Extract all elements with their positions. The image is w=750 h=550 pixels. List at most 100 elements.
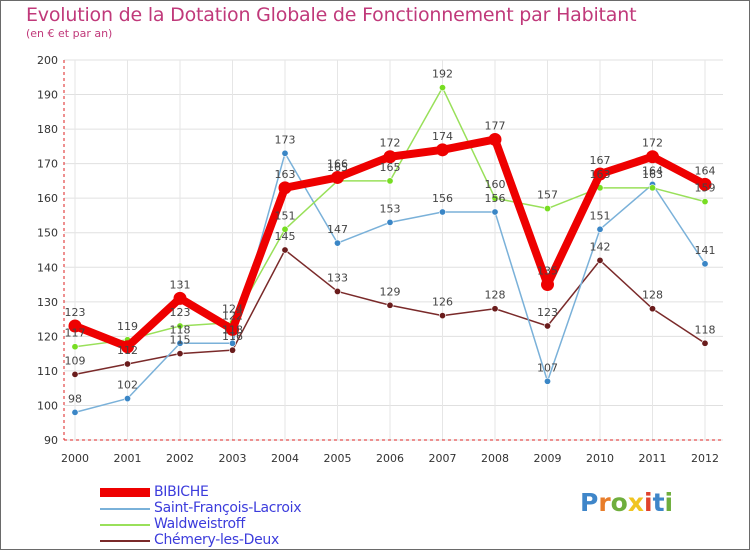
data-label: 165 — [380, 161, 401, 174]
data-point — [71, 408, 79, 416]
legend-item-saint-francois-lacroix: Saint-François-Lacroix — [100, 500, 360, 517]
chart-title: Evolution de la Dotation Globale de Fonc… — [26, 4, 637, 26]
data-point — [173, 291, 187, 305]
logo-letter: i — [664, 488, 674, 517]
data-point — [646, 150, 659, 164]
x-tick-label: 2004 — [271, 452, 299, 465]
data-label: 151 — [275, 209, 296, 222]
y-tick-label: 150 — [37, 227, 58, 240]
data-label: 160 — [485, 178, 506, 191]
x-tick-label: 2000 — [61, 452, 89, 465]
x-tick-label: 2005 — [324, 452, 352, 465]
data-label: 98 — [68, 392, 82, 405]
data-label: 164 — [695, 164, 716, 177]
data-label: 147 — [327, 223, 348, 236]
legend-label-bibiche: BIBICHE — [154, 484, 209, 500]
data-label: 133 — [327, 271, 348, 284]
data-label: 173 — [275, 133, 296, 146]
data-label: 102 — [117, 379, 138, 392]
data-point — [333, 287, 341, 295]
x-tick-label: 2008 — [481, 452, 509, 465]
data-point — [176, 339, 184, 347]
data-label: 167 — [590, 154, 611, 167]
data-point — [438, 84, 446, 92]
data-label: 115 — [170, 334, 191, 347]
data-label: 174 — [432, 130, 453, 143]
data-label: 123 — [170, 306, 191, 319]
legend-swatch-saint-francois-lacroix — [100, 508, 150, 510]
data-label: 172 — [380, 137, 401, 150]
data-label: 164 — [642, 164, 663, 177]
data-point — [176, 350, 184, 358]
legend-swatch-chemery-les-deux — [100, 540, 150, 542]
data-label: 156 — [432, 192, 453, 205]
x-tick-label: 2002 — [166, 452, 194, 465]
data-point — [491, 305, 499, 313]
logo-letter: t — [652, 488, 665, 517]
data-label: 159 — [695, 182, 716, 195]
data-label: 107 — [537, 361, 558, 374]
data-point — [121, 340, 134, 354]
data-label: 112 — [117, 344, 138, 357]
data-point — [229, 346, 237, 354]
data-point — [229, 339, 237, 347]
legend-label-waldweistroff: Waldweistroff — [154, 516, 246, 532]
data-label: 163 — [642, 168, 663, 181]
x-tick-label: 2009 — [534, 452, 562, 465]
plot-area — [64, 60, 723, 440]
data-point — [543, 205, 551, 213]
data-point — [383, 150, 397, 164]
data-point — [488, 132, 502, 146]
data-point — [386, 218, 394, 226]
data-label: 156 — [485, 192, 506, 205]
data-point — [333, 239, 341, 247]
data-label: 126 — [432, 296, 453, 309]
data-label: 165 — [327, 161, 348, 174]
data-point — [226, 322, 239, 336]
data-label: 109 — [65, 354, 86, 367]
data-point — [701, 339, 709, 347]
logo-letter: x — [627, 488, 644, 517]
data-point — [596, 225, 604, 233]
x-tick-label: 2012 — [691, 452, 719, 465]
data-point — [593, 167, 607, 181]
data-label: 192 — [432, 68, 453, 81]
y-tick-label: 180 — [37, 123, 58, 136]
data-point — [68, 319, 82, 333]
data-point — [71, 370, 79, 378]
y-tick-label: 160 — [37, 192, 58, 205]
data-label: 153 — [380, 202, 401, 215]
data-point — [438, 312, 446, 320]
data-label: 151 — [590, 209, 611, 222]
data-point — [596, 256, 604, 264]
data-label: 117 — [65, 327, 86, 340]
data-point — [386, 177, 394, 185]
data-label: 129 — [380, 285, 401, 298]
data-label: 118 — [695, 323, 716, 336]
legend-swatch-waldweistroff — [100, 524, 150, 526]
x-tick-label: 2003 — [219, 452, 247, 465]
data-label: 123 — [537, 306, 558, 319]
data-point — [386, 301, 394, 309]
y-tick-label: 140 — [37, 261, 58, 274]
data-point — [281, 246, 289, 254]
x-tick-label: 2010 — [586, 452, 614, 465]
logo-letter: i — [644, 488, 653, 517]
data-point — [278, 181, 292, 195]
data-label: 116 — [222, 330, 243, 343]
data-point — [331, 170, 344, 184]
chart-subtitle: (en € et par an) — [26, 27, 113, 40]
data-point — [541, 278, 554, 292]
data-label: 163 — [275, 168, 296, 181]
data-point — [491, 194, 499, 202]
chart-legend: BIBICHE Saint-François-Lacroix Waldweist… — [100, 484, 360, 549]
y-tick-label: 110 — [37, 365, 58, 378]
legend-label-saint-francois-lacroix: Saint-François-Lacroix — [154, 500, 302, 516]
data-point — [71, 343, 79, 351]
legend-item-bibiche: BIBICHE — [100, 484, 360, 501]
data-label: 163 — [590, 168, 611, 181]
data-label: 124 — [222, 303, 243, 316]
data-point — [438, 208, 446, 216]
data-label: 157 — [537, 189, 558, 202]
